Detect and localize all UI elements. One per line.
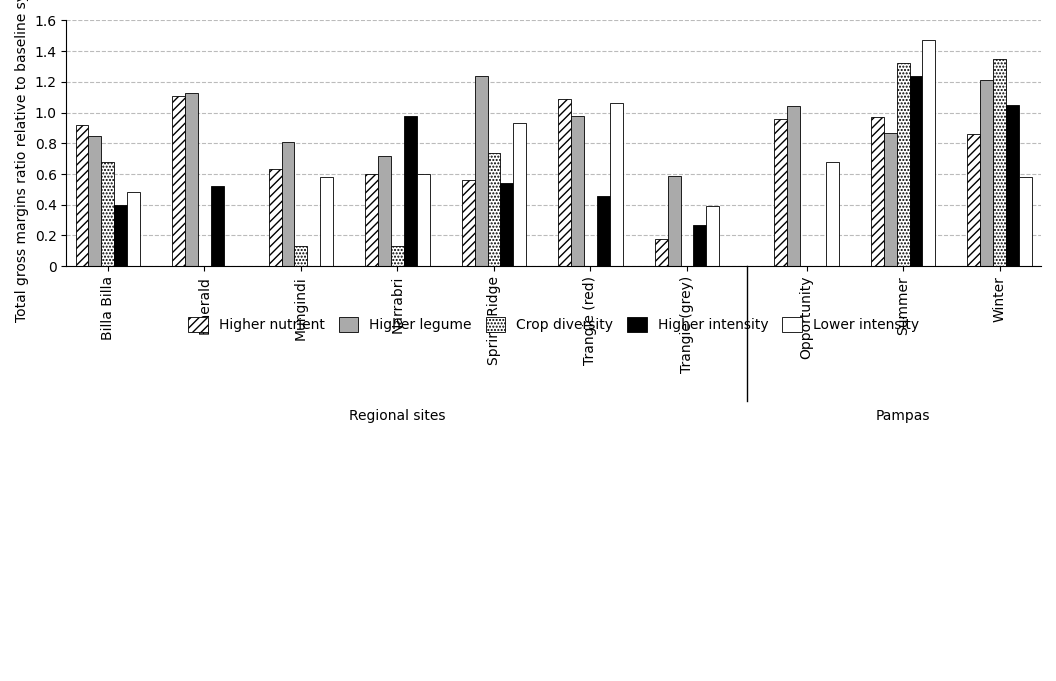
- Legend: Higher nutrient, Higher legume, Crop diversity, Higher intensity, Lower intensit: Higher nutrient, Higher legume, Crop div…: [183, 312, 924, 338]
- Y-axis label: Total gross margins ratio relative to baseline sysem: Total gross margins ratio relative to ba…: [15, 0, 29, 322]
- Bar: [211, 187, 224, 266]
- Bar: [597, 195, 609, 266]
- Bar: [694, 225, 706, 266]
- Bar: [980, 80, 994, 266]
- Bar: [172, 96, 185, 266]
- Bar: [114, 205, 127, 266]
- Bar: [609, 104, 623, 266]
- Bar: [365, 174, 378, 266]
- Bar: [474, 76, 488, 266]
- Bar: [282, 142, 295, 266]
- Bar: [268, 170, 282, 266]
- Bar: [994, 59, 1006, 266]
- Text: Pampas: Pampas: [875, 409, 930, 423]
- Bar: [967, 134, 980, 266]
- Bar: [391, 247, 403, 266]
- Bar: [787, 106, 800, 266]
- Bar: [897, 63, 909, 266]
- Bar: [1019, 177, 1032, 266]
- Bar: [101, 162, 114, 266]
- Bar: [378, 155, 391, 266]
- Bar: [127, 193, 140, 266]
- Bar: [488, 153, 501, 266]
- Bar: [706, 206, 719, 266]
- Bar: [185, 93, 197, 266]
- Bar: [884, 133, 897, 266]
- Bar: [909, 76, 922, 266]
- Bar: [559, 99, 571, 266]
- Bar: [320, 177, 333, 266]
- Bar: [295, 247, 307, 266]
- Bar: [461, 180, 474, 266]
- Bar: [417, 174, 430, 266]
- Bar: [655, 238, 667, 266]
- Bar: [871, 117, 884, 266]
- Text: Regional sites: Regional sites: [350, 409, 446, 423]
- Bar: [403, 116, 417, 266]
- Bar: [89, 136, 101, 266]
- Bar: [922, 40, 936, 266]
- Bar: [826, 162, 838, 266]
- Bar: [774, 118, 787, 266]
- Bar: [667, 176, 680, 266]
- Bar: [571, 116, 584, 266]
- Bar: [1006, 105, 1019, 266]
- Bar: [513, 123, 526, 266]
- Bar: [501, 183, 513, 266]
- Bar: [76, 125, 89, 266]
